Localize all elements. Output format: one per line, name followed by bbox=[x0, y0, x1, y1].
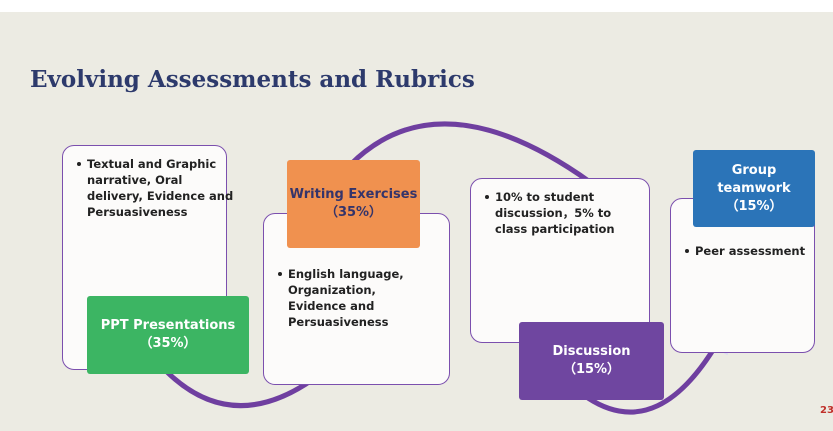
bullet-text: Textual and Graphic narrative, Oral deli… bbox=[87, 157, 234, 219]
bullet-text: English language, Organization, Evidence… bbox=[288, 267, 404, 329]
arc bbox=[348, 121, 592, 185]
stage-weight: （15%） bbox=[562, 362, 621, 377]
arc bbox=[586, 321, 730, 415]
bullet-dot bbox=[278, 272, 282, 276]
top-bar bbox=[0, 0, 833, 12]
bullet-text: 10% to student discussion，5% to class pa… bbox=[495, 190, 615, 236]
page-number: 23 bbox=[820, 405, 833, 416]
content-box: 10% to student discussion，5% to class pa… bbox=[470, 178, 650, 343]
bullet-item: English language, Organization, Evidence… bbox=[278, 266, 438, 330]
stage-name: PPT Presentations bbox=[100, 318, 236, 333]
stage-label: PPT Presentations （35%） bbox=[87, 296, 249, 374]
bullet-dot bbox=[485, 195, 489, 199]
stage-label: Writing Exercises （35%） bbox=[287, 160, 420, 248]
bullet-dot bbox=[685, 249, 689, 253]
bullet-dot bbox=[77, 162, 81, 166]
slide-title: Evolving Assessments and Rubrics bbox=[30, 66, 475, 93]
bullet-item: Textual and Graphic narrative, Oral deli… bbox=[77, 156, 237, 220]
stage-weight: （35%） bbox=[139, 336, 197, 351]
bullet-text: Peer assessment bbox=[695, 244, 806, 258]
stage-weight: （35%） bbox=[324, 205, 383, 220]
stage-name: Group teamwork bbox=[717, 162, 791, 196]
stage-name: Discussion bbox=[552, 344, 631, 359]
stage-label: Group teamwork （15%） bbox=[693, 150, 815, 227]
stage-weight: （15%） bbox=[725, 198, 783, 214]
bullet-item: Peer assessment bbox=[685, 243, 825, 259]
stage-label: Discussion （15%） bbox=[519, 322, 664, 400]
bullet-item: 10% to student discussion，5% to class pa… bbox=[485, 189, 645, 237]
stage-name: Writing Exercises bbox=[289, 187, 418, 202]
